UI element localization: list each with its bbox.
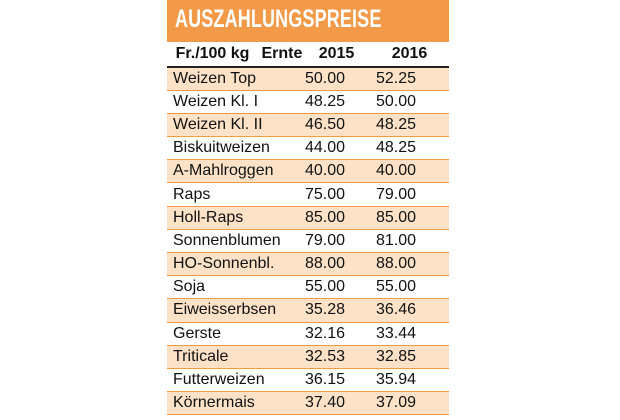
price-2016-cell: 52.25 bbox=[376, 67, 449, 91]
crop-name-cell: A-Mahlroggen bbox=[167, 159, 305, 184]
price-2016-cell: 50.00 bbox=[376, 90, 449, 114]
table-row: Weizen Kl. II 46.50 48.25 bbox=[167, 113, 449, 138]
price-2016-cell: 32.85 bbox=[376, 345, 449, 369]
crop-name-cell: Holl-Raps bbox=[167, 206, 305, 230]
crop-name-cell: Eiweisserbsen bbox=[167, 298, 305, 323]
table-row: Weizen Kl. I 48.25 50.00 bbox=[167, 90, 449, 114]
price-2015-cell: 85.00 bbox=[305, 206, 376, 230]
price-2015-cell: 88.00 bbox=[305, 252, 376, 277]
price-2016-cell: 85.00 bbox=[376, 206, 449, 230]
price-2015-cell: 32.53 bbox=[305, 345, 376, 369]
crop-name-cell: HO-Sonnenbl. bbox=[167, 252, 305, 277]
table-row: Triticale 32.53 32.85 bbox=[167, 345, 449, 369]
price-2015-cell: 75.00 bbox=[305, 182, 376, 207]
price-2015-cell: 32.16 bbox=[305, 322, 376, 346]
price-2015-cell: 48.25 bbox=[305, 90, 376, 114]
crop-name-cell: Sonnenblumen bbox=[167, 229, 305, 254]
price-2015-cell: 79.00 bbox=[305, 229, 376, 254]
table-body: Weizen Top 50.00 52.25 Weizen Kl. I 48.25 50.… bbox=[167, 67, 449, 416]
crop-name-cell: Weizen Top bbox=[167, 67, 305, 91]
crop-name-cell: Biskuitweizen bbox=[167, 136, 305, 161]
price-2016-cell: 48.25 bbox=[376, 136, 449, 161]
price-2015-cell: 37.40 bbox=[305, 391, 376, 416]
header-unit: Fr./100 kg bbox=[175, 45, 250, 62]
table-row: Körnermais 37.40 37.09 bbox=[167, 391, 449, 416]
table-row: Gerste 32.16 33.44 bbox=[167, 322, 449, 346]
crop-name-cell: Weizen Kl. II bbox=[167, 113, 305, 138]
price-2016-cell: 55.00 bbox=[376, 275, 449, 300]
price-2015-cell: 40.00 bbox=[305, 159, 376, 184]
price-2016-cell: 37.09 bbox=[376, 391, 449, 416]
price-infobox: AUSZAHLUNGSPREISE Fr./100 kg Ernte 2015 2… bbox=[167, 0, 449, 420]
price-2016-cell: 33.44 bbox=[376, 322, 449, 346]
price-2015-cell: 44.00 bbox=[305, 136, 376, 161]
price-2016-cell: 79.00 bbox=[376, 182, 449, 207]
table-row: Eiweisserbsen 35.28 36.46 bbox=[167, 298, 449, 323]
table-row: Weizen Top 50.00 52.25 bbox=[167, 67, 449, 91]
crop-name-cell: Körnermais bbox=[167, 391, 305, 416]
price-2015-cell: 35.28 bbox=[305, 298, 376, 323]
header-unit-cell: Fr./100 kg Ernte bbox=[167, 42, 305, 68]
table-header-row: Fr./100 kg Ernte 2015 2016 bbox=[167, 42, 449, 68]
header-year-2015: 2015 bbox=[305, 42, 376, 68]
table-row: Holl-Raps 85.00 85.00 bbox=[167, 206, 449, 230]
price-2016-cell: 36.46 bbox=[376, 298, 449, 323]
title-bar: AUSZAHLUNGSPREISE bbox=[167, 0, 449, 42]
crop-name-cell: Triticale bbox=[167, 345, 305, 369]
crop-name-cell: Soja bbox=[167, 275, 305, 300]
crop-name-cell: Raps bbox=[167, 182, 305, 207]
table-row: Futterweizen 36.15 35.94 bbox=[167, 368, 449, 393]
price-2016-cell: 81.00 bbox=[376, 229, 449, 254]
table-row: Soja 55.00 55.00 bbox=[167, 275, 449, 300]
price-2016-cell: 48.25 bbox=[376, 113, 449, 138]
price-2016-cell: 35.94 bbox=[376, 368, 449, 393]
price-2016-cell: 88.00 bbox=[376, 252, 449, 277]
table-row: Biskuitweizen 44.00 48.25 bbox=[167, 136, 449, 161]
table-row: HO-Sonnenbl. 88.00 88.00 bbox=[167, 252, 449, 277]
price-2015-cell: 50.00 bbox=[305, 67, 376, 91]
price-2016-cell: 40.00 bbox=[376, 159, 449, 184]
header-year-2016: 2016 bbox=[376, 42, 449, 68]
header-harvest: Ernte bbox=[261, 45, 303, 62]
price-2015-cell: 46.50 bbox=[305, 113, 376, 138]
crop-name-cell: Futterweizen bbox=[167, 368, 305, 393]
table-row: Raps 75.00 79.00 bbox=[167, 182, 449, 207]
crop-name-cell: Gerste bbox=[167, 322, 305, 346]
page-title: AUSZAHLUNGSPREISE bbox=[175, 5, 382, 33]
price-2015-cell: 55.00 bbox=[305, 275, 376, 300]
price-2015-cell: 36.15 bbox=[305, 368, 376, 393]
crop-name-cell: Weizen Kl. I bbox=[167, 90, 305, 114]
table-row: Sonnenblumen 79.00 81.00 bbox=[167, 229, 449, 254]
price-table: Fr./100 kg Ernte 2015 2016 Weizen Top 50.0… bbox=[167, 42, 449, 416]
table-row: A-Mahlroggen 40.00 40.00 bbox=[167, 159, 449, 184]
